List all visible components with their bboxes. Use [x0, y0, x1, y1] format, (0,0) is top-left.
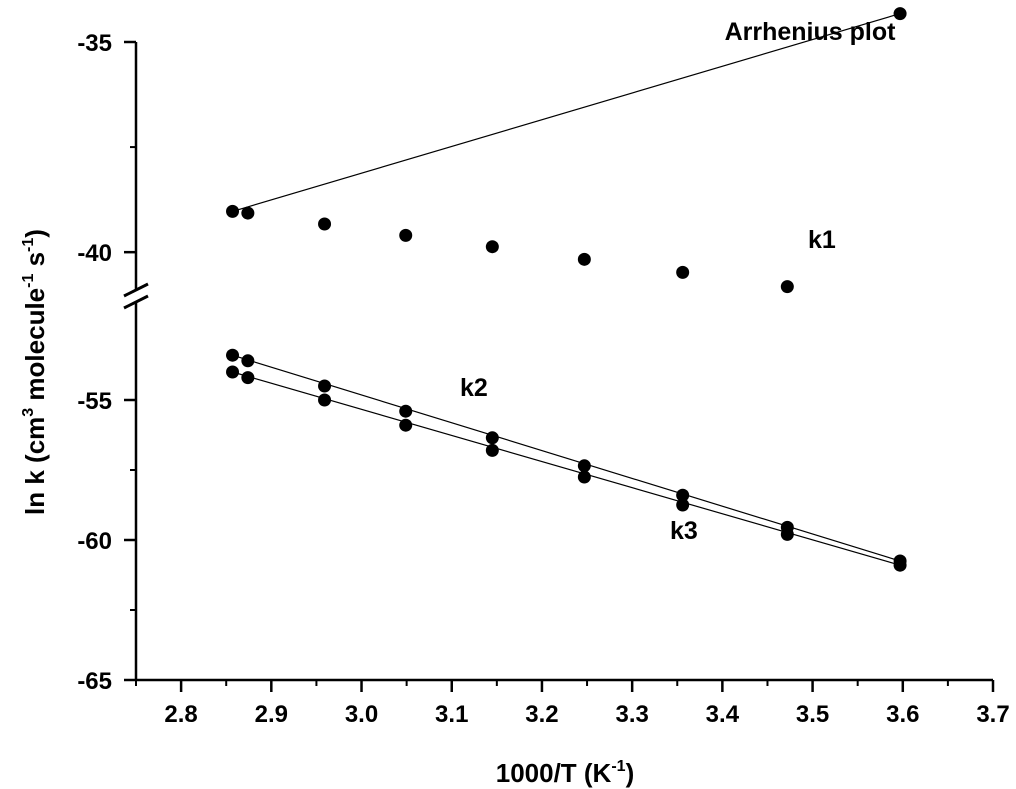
- x-tick-label: 2.9: [255, 701, 288, 728]
- y-tick-label: -55: [77, 388, 112, 415]
- series-line-k2: [232, 354, 901, 562]
- x-tick-label: 3.2: [525, 701, 558, 728]
- y-tick-label: -65: [77, 668, 112, 695]
- y-tick-label: -60: [77, 528, 112, 555]
- data-point-k3: [577, 470, 591, 484]
- data-point-k2: [226, 348, 240, 362]
- data-point-k1: [485, 240, 499, 254]
- series-label-k2: k2: [460, 374, 488, 402]
- data-point-k2: [577, 459, 591, 473]
- y-axis-title-sup1: 3: [20, 408, 37, 417]
- y-axis-title-part3: s: [20, 252, 50, 274]
- data-point-k2: [676, 488, 690, 502]
- axis-break-mark-upper: [123, 282, 149, 298]
- data-point-k1: [241, 206, 255, 220]
- data-point-k3: [780, 527, 794, 541]
- data-point-k3: [399, 418, 413, 432]
- series-label-k3: k3: [670, 517, 698, 545]
- data-point-k1: [577, 252, 591, 266]
- y-axis-title-part1: ln k (cm: [20, 417, 50, 515]
- y-tick-label: -40: [77, 240, 112, 267]
- x-tick-label: 3.6: [886, 701, 919, 728]
- data-point-k1: [780, 280, 794, 294]
- data-point-k3: [318, 393, 332, 407]
- y-ticks: -35 -40 -55 -60 -65: [77, 30, 136, 695]
- data-point-k3: [485, 443, 499, 457]
- data-point-k1: [676, 265, 690, 279]
- data-point-k3: [893, 558, 907, 572]
- y-axis-title-part2: molecule: [20, 288, 50, 408]
- axes: [123, 42, 993, 682]
- x-axis-title-end: ): [626, 758, 635, 788]
- series-line-k3: [232, 371, 901, 566]
- series-lines: [232, 13, 901, 566]
- y-axis-title-part4: ): [20, 229, 50, 238]
- x-tick-label: 3.4: [706, 701, 740, 728]
- y-tick-label: -35: [77, 30, 112, 57]
- series-label-k1: k1: [808, 226, 836, 254]
- data-point-k1: [893, 7, 907, 21]
- x-tick-label: 3.0: [345, 701, 378, 728]
- x-tick-label: 3.3: [615, 701, 648, 728]
- data-point-k2: [399, 404, 413, 418]
- x-axis-title-main: 1000/T (K: [496, 758, 612, 788]
- data-point-k2: [241, 354, 255, 368]
- y-axis-title-sup2: -1: [20, 274, 37, 288]
- data-point-k1: [318, 217, 332, 231]
- data-point-k3: [676, 498, 690, 512]
- data-point-k2: [485, 431, 499, 445]
- data-point-k1: [226, 204, 240, 218]
- x-tick-label: 2.8: [164, 701, 197, 728]
- data-point-k1: [399, 228, 413, 242]
- series-line-k1: [232, 13, 901, 212]
- data-point-k3: [226, 365, 240, 379]
- y-axis-title: ln k (cm3 molecule-1 s-1): [20, 229, 50, 515]
- x-tick-label: 3.1: [435, 701, 468, 728]
- data-point-k2: [318, 379, 332, 393]
- x-axis-title-sup: -1: [611, 758, 625, 775]
- y-axis-title-sup3: -1: [20, 238, 37, 252]
- data-point-k3: [241, 371, 255, 385]
- x-ticks: 2.8 2.9 3.0 3.1 3.2 3.3 3.4 3.5 3.6 3.7: [135, 680, 1010, 728]
- series-points: [226, 7, 907, 572]
- axis-break-mark-lower: [123, 294, 149, 310]
- x-tick-label: 3.5: [796, 701, 829, 728]
- x-tick-label: 3.7: [976, 701, 1009, 728]
- x-axis-title: 1000/T (K-1): [496, 758, 635, 788]
